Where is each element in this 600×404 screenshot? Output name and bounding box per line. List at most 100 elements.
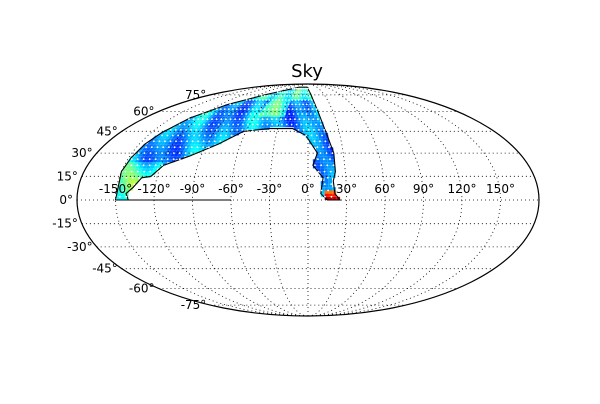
sample-marker [184,152,187,155]
heat-cell [315,129,319,133]
heat-cell [165,135,172,139]
heat-cell [159,159,165,163]
heat-cell [287,114,291,117]
heat-cell [213,127,220,130]
sample-marker [294,118,296,121]
sample-marker [295,91,298,93]
heat-cell [252,119,257,122]
sample-marker [178,123,181,126]
heat-cell [191,135,197,139]
sample-marker [161,134,164,137]
heat-cell [244,114,250,117]
heat-cell [186,124,193,128]
heat-cell [315,127,319,130]
heat-cell [310,102,314,105]
heat-cell [192,144,198,148]
sample-marker [249,99,251,101]
heat-cell [224,121,230,125]
heat-cell [288,100,292,103]
heat-cell [250,121,255,125]
sample-marker [279,108,282,110]
sample-marker [254,103,257,106]
heat-cell [203,121,210,125]
sample-marker [251,108,254,110]
heat-cell [321,135,326,139]
lat-tick-label: -30° [67,240,93,254]
lat-tick-label: 30° [71,146,92,160]
sample-marker [198,134,201,137]
lon-tick-label: -60° [218,182,244,196]
sample-marker [294,95,297,97]
heat-cell [316,162,321,166]
heat-cell [302,97,305,100]
sample-marker [288,91,291,93]
heat-cell [190,132,197,136]
lon-tick-label: 30° [336,182,357,196]
heat-cell [283,95,287,98]
sample-marker [197,118,200,121]
heat-cell [247,127,253,130]
sample-marker [260,95,263,97]
sample-marker [295,123,298,126]
sample-marker [251,123,254,126]
sample-marker [277,95,280,97]
heat-cell [209,121,216,125]
heat-cell [149,147,155,151]
heat-cell [134,159,140,163]
sample-marker [153,140,155,143]
heat-cell [181,132,187,136]
sample-marker [330,183,333,186]
heat-cell [271,93,276,96]
heat-cell [220,106,227,110]
heat-cell [273,124,277,128]
heat-cell [235,119,240,122]
sample-marker [308,95,311,97]
heat-cell [237,124,242,128]
heat-cell [165,132,171,136]
heat-cell [180,141,187,145]
heat-cell [229,119,235,122]
sample-marker [291,108,294,110]
sample-marker [320,189,323,192]
heat-cell [129,162,135,166]
sample-marker [279,91,281,93]
heat-cell [184,141,190,145]
heat-cell [255,97,262,100]
heat-cell [298,114,302,117]
heat-cell [245,102,251,105]
heat-cell [253,104,259,107]
heat-cell [282,124,286,128]
lat-tick-label: 15° [57,169,78,183]
lat-tick-label: -45° [92,262,118,276]
sample-marker [220,129,223,131]
sample-marker [305,123,308,126]
heat-cell [309,138,313,142]
heat-cell [251,104,257,107]
heat-cell [174,129,181,133]
sample-marker [160,158,163,161]
heat-cell [324,193,329,197]
heat-cell [320,159,324,163]
heat-cell [165,156,171,160]
heat-cell [157,141,163,145]
heat-cell [270,124,274,128]
heat-cell [159,135,165,139]
heat-cell [187,141,193,145]
heat-cell [150,156,156,160]
heat-cell [253,127,259,130]
sample-marker [300,123,303,126]
sample-marker [169,140,172,143]
sample-marker [238,118,241,121]
heat-cell [324,190,329,194]
heat-cell [204,124,210,128]
sample-marker [263,108,266,110]
sample-marker [281,91,284,93]
heat-cell [253,121,258,125]
sample-marker [276,123,278,126]
sample-marker [203,134,206,137]
heat-cell [279,97,283,100]
heat-cell [125,187,130,191]
heat-cell [265,100,270,103]
sample-marker [266,95,269,97]
sample-marker [329,170,332,173]
